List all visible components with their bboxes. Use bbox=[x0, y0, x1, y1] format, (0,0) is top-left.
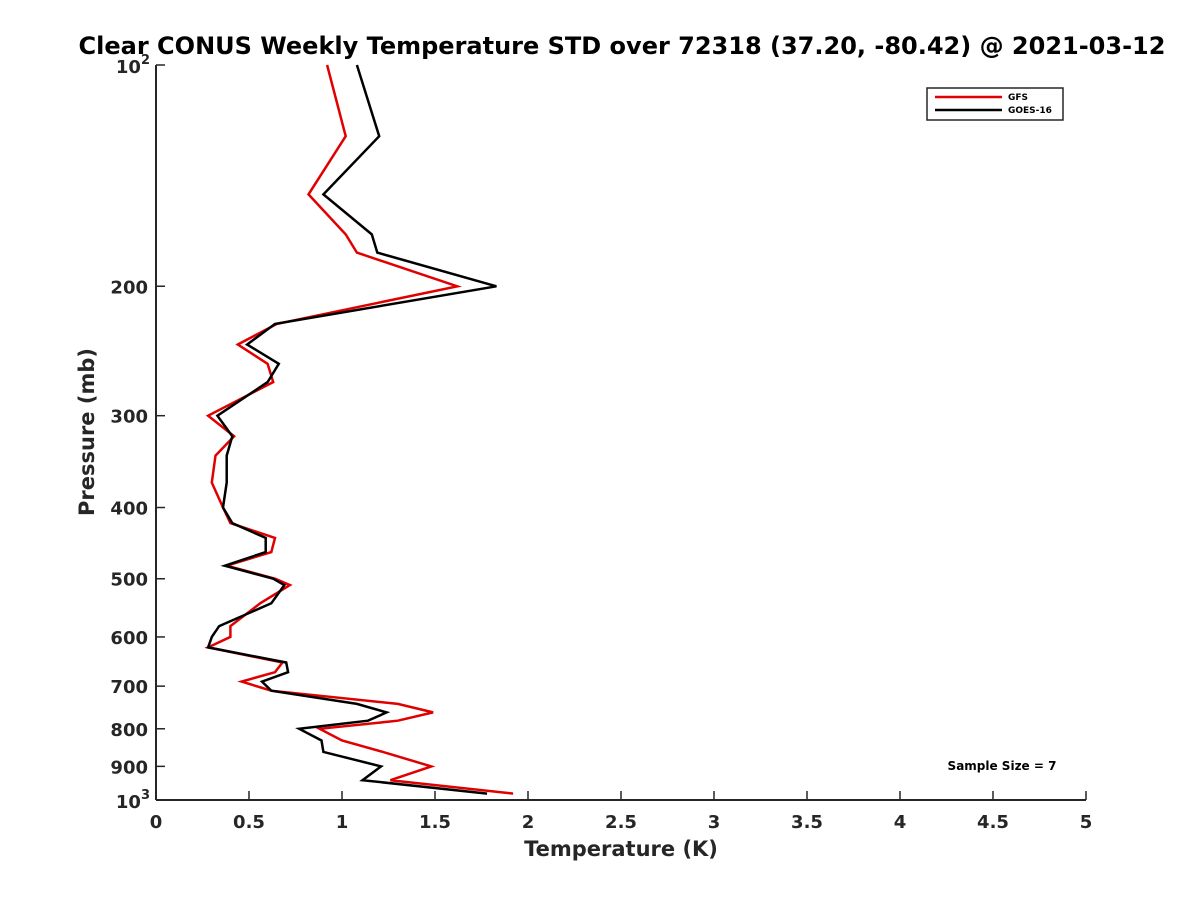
x-tick-label: 4 bbox=[894, 812, 907, 833]
y-ticks: 200 300 400 500 600 700 800 900 102 103 bbox=[110, 53, 165, 813]
x-tick-label: 1.5 bbox=[419, 812, 451, 833]
legend: GFS GOES-16 bbox=[926, 87, 1064, 121]
x-tick-label: 3 bbox=[708, 812, 721, 833]
y-tick-label-power: 103 bbox=[116, 788, 150, 813]
x-ticks: 0 0.5 1 1.5 2 2.5 3 3.5 4 4.5 5 bbox=[150, 791, 1093, 833]
x-tick-label: 0 bbox=[150, 812, 163, 833]
y-axis-label: Pressure (mb) bbox=[75, 348, 99, 516]
plot-area: 0 0.5 1 1.5 2 2.5 3 3.5 4 4.5 5 200 300 400 500 600 700… bbox=[110, 53, 1092, 833]
x-tick-label: 1 bbox=[336, 812, 349, 833]
x-tick-label: 3.5 bbox=[791, 812, 823, 833]
sample-size-annotation: Sample Size = 7 bbox=[948, 759, 1057, 773]
y-tick-label: 300 bbox=[110, 407, 148, 428]
legend-label-gfs: GFS bbox=[1008, 93, 1028, 103]
y-tick-label-power: 102 bbox=[116, 53, 150, 78]
chart-title: Clear CONUS Weekly Temperature STD over … bbox=[79, 32, 1166, 60]
legend-box bbox=[926, 87, 1064, 121]
y-tick-label: 400 bbox=[110, 499, 148, 520]
y-tick-label: 700 bbox=[110, 677, 148, 698]
series-lines bbox=[204, 64, 514, 795]
x-tick-label: 4.5 bbox=[977, 812, 1009, 833]
x-axis-label: Temperature (K) bbox=[524, 837, 718, 861]
y-tick-label: 200 bbox=[110, 277, 148, 298]
x-tick-label: 2.5 bbox=[605, 812, 637, 833]
y-tick-label: 600 bbox=[110, 628, 148, 649]
y-tick-label: 800 bbox=[110, 720, 148, 741]
x-tick-label: 0.5 bbox=[233, 812, 265, 833]
series-line-gfs bbox=[204, 64, 514, 795]
x-tick-label: 2 bbox=[522, 812, 535, 833]
y-tick-label: 900 bbox=[110, 757, 148, 778]
x-tick-label: 5 bbox=[1080, 812, 1093, 833]
series-line-goes16 bbox=[206, 64, 497, 795]
y-tick-label: 500 bbox=[110, 570, 148, 591]
legend-label-goes16: GOES-16 bbox=[1008, 106, 1052, 116]
